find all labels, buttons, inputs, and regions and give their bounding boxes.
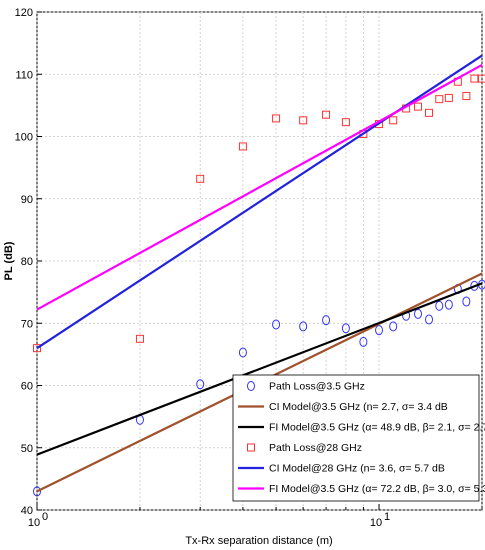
data-point [238, 347, 247, 358]
data-point [478, 74, 485, 83]
data-point [389, 321, 398, 332]
data-point [462, 92, 471, 101]
model-line [36, 282, 483, 456]
y-tick-label: 80 [21, 256, 33, 268]
model-line [36, 63, 483, 311]
data-point [322, 315, 331, 326]
data-point [375, 325, 384, 336]
data-point [359, 336, 368, 347]
legend: Path Loss@3.5 GHz CI Model@3.5 GHz (n= 2.… [232, 374, 485, 502]
data-point [462, 296, 471, 307]
data-point [435, 300, 444, 311]
data-point [425, 108, 434, 117]
data-point [135, 334, 144, 343]
y-axis-label: PL (dB) [3, 241, 15, 280]
legend-entry: CI Model@28 GHz (n= 3.6, σ= 5.7 dB [269, 463, 445, 475]
x-tick-exponent: 0 [42, 511, 48, 523]
y-tick-label: 40 [21, 505, 33, 517]
data-point [341, 118, 350, 127]
data-point [196, 174, 205, 183]
data-point [444, 299, 453, 310]
data-point [33, 344, 41, 353]
y-tick-label: 120 [15, 7, 33, 19]
data-point [238, 142, 247, 151]
data-point [272, 114, 281, 123]
data-point [33, 486, 41, 497]
legend-swatch [247, 381, 255, 391]
y-tick-label: 100 [15, 132, 33, 144]
legend-entry: Path Loss@28 GHz [269, 442, 362, 454]
data-point [299, 321, 308, 332]
data-point [425, 314, 434, 325]
legend-entry: CI Model@3.5 GHz (n= 2.7, σ= 3.4 dB [269, 401, 448, 413]
legend-entry: Path Loss@3.5 GHz [269, 381, 365, 393]
y-tick-label: 70 [21, 318, 33, 330]
y-tick-label: 50 [21, 443, 33, 455]
y-tick-label: 90 [21, 194, 33, 206]
data-point [435, 95, 444, 104]
data-point [444, 93, 453, 102]
model-line [36, 54, 483, 350]
data-point [299, 116, 308, 125]
x-axis-label: Tx-Rx separation distance (m) [185, 535, 332, 547]
legend-entry: FI Model@3.5 GHz (α= 72.2 dB, β= 3.0, σ=… [269, 483, 485, 495]
y-tick-label: 110 [15, 69, 33, 81]
y-tick-label: 60 [21, 381, 33, 393]
data-point [389, 116, 398, 125]
legend-box [232, 374, 480, 502]
legend-swatch [247, 443, 255, 452]
data-point [414, 308, 423, 319]
data-point [196, 379, 205, 390]
data-point [272, 319, 281, 330]
data-point [470, 74, 479, 83]
data-point [322, 110, 331, 119]
x-tick-exponent: 1 [384, 511, 390, 523]
data-point [414, 102, 423, 111]
data-point [341, 323, 350, 334]
x-tick-label: 10 [370, 517, 382, 529]
legend-entry: FI Model@3.5 GHz (α= 48.9 dB, β= 2.1, σ=… [269, 422, 485, 434]
x-tick-label: 10 [28, 517, 40, 529]
